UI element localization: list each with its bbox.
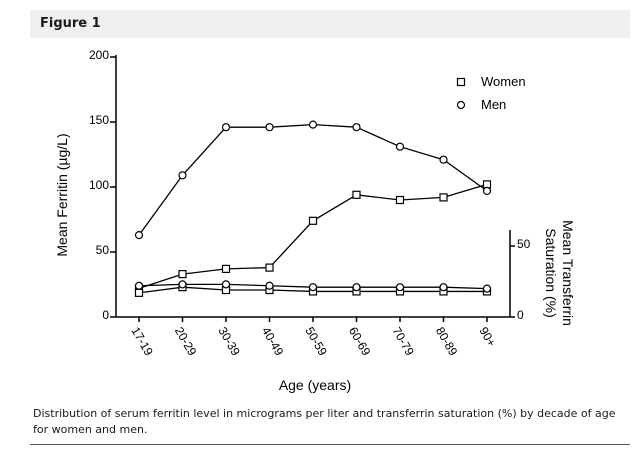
data-point (265, 123, 274, 132)
y-tick-label: 50 (96, 243, 110, 257)
y-tick-label: 100 (89, 178, 109, 192)
data-point (221, 264, 231, 273)
data-point (308, 120, 318, 129)
data-point (178, 171, 187, 180)
figure-header: Figure 1 (30, 10, 630, 38)
y2-tick-label: 0 (517, 308, 524, 322)
series-line (138, 183, 488, 290)
x-tick-label: 50-59 (302, 325, 330, 359)
figure-caption: Distribution of serum ferritin level in … (33, 407, 616, 436)
series-men-right (134, 280, 492, 293)
data-point (395, 142, 405, 151)
x-tick-label: 70-79 (389, 325, 417, 359)
data-point (134, 231, 144, 240)
data-point (439, 283, 448, 292)
data-point (178, 270, 187, 279)
chart-series (134, 120, 492, 297)
y-tick-label: 150 (89, 113, 109, 127)
y-axis-title: Mean Ferritin (µg/L) (54, 133, 70, 256)
x-axis-title: Age (years) (279, 377, 351, 393)
chart-legend: Women Men (456, 74, 526, 112)
x-tick-label: 90+ (476, 325, 498, 350)
x-tick-label: 80-89 (433, 325, 461, 359)
data-point (221, 280, 231, 289)
x-tick-label: 20-29 (172, 325, 200, 359)
data-point (265, 281, 274, 290)
data-point (352, 123, 361, 132)
data-point (482, 186, 492, 195)
data-point (265, 263, 274, 272)
data-point (178, 280, 187, 289)
figure-title: Figure 1 (40, 16, 101, 31)
data-point (395, 195, 405, 205)
x-tick-label: 30-39 (215, 325, 243, 359)
data-point (134, 288, 144, 297)
y2-axis-title-line1: Mean Transferrin (560, 220, 576, 326)
data-point (352, 190, 361, 199)
data-point (352, 283, 361, 292)
x-tick-label: 17-19 (128, 325, 156, 359)
data-point (221, 123, 231, 132)
y2-tick-label: 50 (517, 237, 531, 251)
data-point (308, 216, 318, 225)
legend-marker-men (456, 100, 466, 110)
series-men-left (134, 120, 492, 240)
x-tick-label: 40-49 (259, 325, 287, 359)
legend-label-men: Men (481, 97, 506, 112)
chart: 0 50 100 150 200 Mean Ferritin (µg/L) 17-19 20-… (54, 48, 576, 393)
y2-axis-title-line2: Saturation (%) (543, 228, 559, 317)
legend-marker-women (456, 77, 466, 87)
series-women-left (134, 180, 492, 293)
x-tick-label: 60-69 (346, 325, 374, 359)
data-point (439, 155, 448, 164)
y-tick-label: 0 (102, 308, 109, 322)
data-point (308, 283, 318, 292)
data-point (439, 193, 448, 202)
data-point (134, 281, 144, 290)
data-point (395, 283, 405, 292)
bottom-rule (30, 444, 630, 445)
legend-label-women: Women (481, 74, 526, 89)
data-point (482, 284, 492, 293)
y-tick-label: 200 (89, 48, 109, 62)
